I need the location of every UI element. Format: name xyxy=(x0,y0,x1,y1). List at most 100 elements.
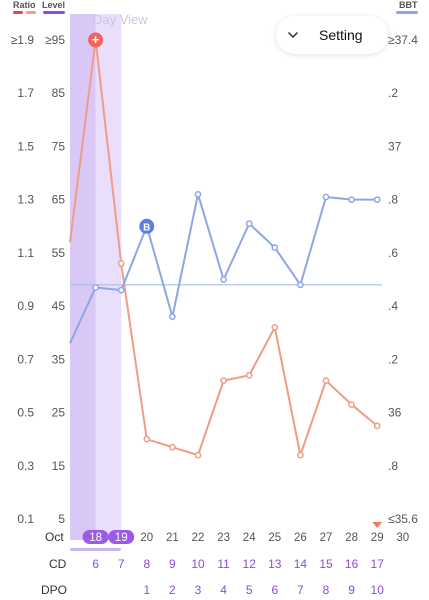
day-label-30[interactable]: 30 xyxy=(396,532,409,544)
left-axis-ticks: ≥1.9 ≥95 1.7 85 1.5 75 1.3 65 1.1 55 0.9 45 0.7 35 0.5… xyxy=(11,33,66,526)
highlight-bands xyxy=(70,14,122,540)
legend-ratio-swatch-2 xyxy=(26,11,36,14)
level-tick-label: 35 xyxy=(52,352,66,366)
bbt-tick-label: .2 xyxy=(388,86,398,100)
data-point[interactable] xyxy=(322,377,330,384)
data-point[interactable] xyxy=(373,422,381,430)
data-point[interactable] xyxy=(92,284,99,291)
data-point[interactable] xyxy=(348,196,355,204)
data-point[interactable] xyxy=(348,401,355,408)
ratio-tick-label: 0.5 xyxy=(17,406,34,420)
data-point[interactable] xyxy=(220,276,227,283)
level-tick-label: 15 xyxy=(52,459,66,473)
day-pill-19[interactable] xyxy=(108,530,135,544)
cd-row-label: CD xyxy=(49,557,67,571)
bbt-tick-label: 36 xyxy=(388,406,402,420)
legend-ratio-label: Ratio xyxy=(13,0,36,10)
level-tick-label: 85 xyxy=(52,86,66,100)
day-label-19[interactable]: 19 xyxy=(115,532,128,544)
chevron-down-icon xyxy=(288,32,298,38)
day-label-20[interactable]: 20 xyxy=(140,532,153,544)
ratio-tick-label: ≥1.9 xyxy=(11,33,35,47)
cd-value: 7 xyxy=(118,557,125,571)
series-markers[interactable]: +B xyxy=(88,32,155,234)
bbt-tick-label: ≥37.4 xyxy=(388,33,418,47)
ratio-tick-label: 0.9 xyxy=(17,299,34,313)
data-point[interactable] xyxy=(194,190,202,198)
dpo-value: 4 xyxy=(220,583,227,597)
bbt-tick-label: .4 xyxy=(388,299,398,313)
data-point[interactable] xyxy=(169,313,176,321)
setting-button[interactable]: Setting xyxy=(276,16,388,54)
dpo-value: 6 xyxy=(271,583,278,597)
dpo-value: 1 xyxy=(143,583,150,597)
scroll-thumb[interactable] xyxy=(70,548,121,551)
dpo-value: 8 xyxy=(323,583,330,597)
cd-value: 15 xyxy=(319,557,333,571)
day-view-label[interactable]: Day View xyxy=(93,12,148,27)
today-marker-icon xyxy=(372,522,383,528)
legend-bbt-swatch xyxy=(396,11,418,14)
day-pill-18[interactable] xyxy=(82,530,109,544)
data-point[interactable] xyxy=(373,196,381,204)
level-tick-label: 65 xyxy=(52,193,66,207)
dpo-value: 5 xyxy=(246,583,253,597)
data-point[interactable] xyxy=(220,377,227,384)
bbt-tick-label: .2 xyxy=(388,352,398,366)
data-point[interactable] xyxy=(169,443,176,451)
data-point[interactable] xyxy=(117,260,125,267)
dpo-row-label: DPO xyxy=(41,583,67,597)
cd-value: 14 xyxy=(294,557,308,571)
dpo-value: 7 xyxy=(297,583,304,597)
level-tick-label: 55 xyxy=(52,246,66,260)
day-label-24[interactable]: 24 xyxy=(243,532,256,544)
day-label-25[interactable]: 25 xyxy=(268,532,281,544)
level-tick-label: 75 xyxy=(52,139,66,153)
day-label-21[interactable]: 21 xyxy=(166,532,179,544)
day-label-18[interactable]: 18 xyxy=(89,532,102,544)
cd-value: 12 xyxy=(243,557,257,571)
level-tick-label: 45 xyxy=(52,299,66,313)
marker-symbol: + xyxy=(92,32,100,47)
setting-label: Setting xyxy=(319,27,363,43)
data-point[interactable] xyxy=(297,281,304,289)
data-point[interactable] xyxy=(271,244,279,251)
series-level[interactable] xyxy=(69,36,381,459)
ratio-tick-label: 0.7 xyxy=(17,352,34,366)
legend-bbt-label: BBT xyxy=(399,0,418,10)
cd-value: 16 xyxy=(345,557,359,571)
ratio-tick-label: 1.3 xyxy=(17,193,34,207)
day-label-29[interactable]: 29 xyxy=(371,532,384,544)
series-lines[interactable] xyxy=(69,36,381,459)
data-point[interactable] xyxy=(117,286,125,294)
day-label-22[interactable]: 22 xyxy=(192,532,205,544)
data-point[interactable] xyxy=(245,371,253,379)
day-label-27[interactable]: 27 xyxy=(320,532,333,544)
highlight-band-19 xyxy=(95,14,122,540)
day-label-28[interactable]: 28 xyxy=(345,532,358,544)
highlight-band-18 xyxy=(70,14,96,540)
data-point[interactable] xyxy=(143,435,151,443)
level-tick-label: ≥95 xyxy=(45,33,65,47)
bbt-tick-label: ≤35.6 xyxy=(388,512,418,526)
data-point[interactable] xyxy=(297,451,304,459)
marker-dot[interactable] xyxy=(88,32,104,48)
cd-value: 13 xyxy=(268,557,282,571)
bbt-tick-label: .8 xyxy=(388,459,398,473)
data-point[interactable] xyxy=(194,451,202,459)
marker-dot[interactable] xyxy=(139,218,155,234)
bbt-marker[interactable]: B xyxy=(139,218,155,234)
legend-ratio-swatch xyxy=(13,11,23,14)
legend-level-label: Level xyxy=(42,0,66,10)
peak-marker[interactable]: + xyxy=(88,32,104,48)
cd-value: 6 xyxy=(92,557,99,571)
dpo-value: 2 xyxy=(169,583,176,597)
day-label-23[interactable]: 23 xyxy=(217,532,230,544)
day-label-26[interactable]: 26 xyxy=(294,532,307,544)
level-tick-label: 5 xyxy=(58,512,65,526)
data-point[interactable] xyxy=(322,193,330,201)
data-point[interactable] xyxy=(271,324,279,331)
data-point[interactable] xyxy=(245,220,253,227)
